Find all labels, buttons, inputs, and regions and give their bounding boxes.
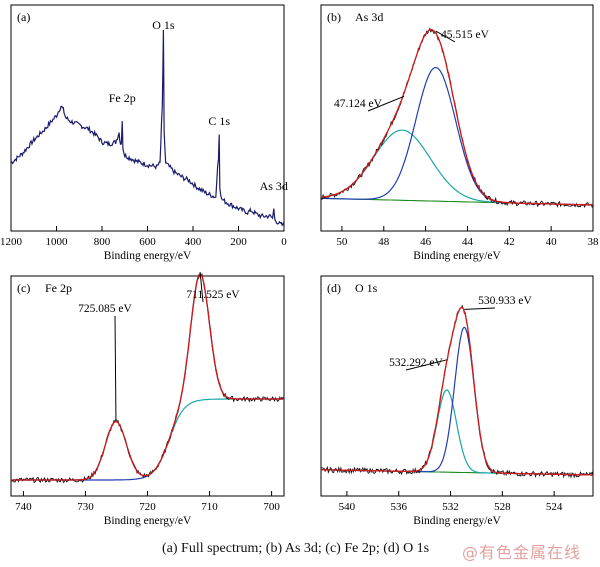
x-tick-label: 40 (546, 236, 558, 248)
x-tick-label: 200 (230, 236, 247, 248)
fitted-envelope-line (320, 29, 593, 206)
peak-1-component-line (321, 67, 593, 206)
peak-1-component-line (321, 326, 593, 476)
x-tick-label: 800 (94, 236, 111, 248)
peak-label-arrow (464, 307, 496, 310)
x-tick-label: 540 (339, 501, 356, 513)
peak-label: 47.124 eV (334, 98, 383, 110)
panel-label: (d) (327, 281, 341, 295)
peak-annotation: C 1s (208, 114, 230, 128)
peak-label-arrow (367, 95, 405, 112)
peak-label: 530.933 eV (478, 295, 532, 307)
x-tick-label: 400 (185, 236, 202, 248)
x-axis-label: Binding energy/eV (104, 515, 192, 527)
peak-label-arrow (405, 359, 447, 371)
x-tick-label: 1000 (46, 236, 69, 248)
x-tick-label: 700 (263, 501, 280, 513)
measured-spectrum-line (10, 273, 285, 484)
panel-title: As 3d (355, 10, 383, 24)
panel-b: (b) As 3d 50 48 46 44 42 40 38 Binding energy/eV 4… (320, 4, 600, 262)
figure-caption: (a) Full spectrum; (b) As 3d; (c) Fe 2p;… (162, 541, 430, 556)
watermark-text: @有色金属在线 (462, 543, 582, 562)
fitted-envelope-line (11, 273, 284, 481)
peak-1-component-line (11, 273, 284, 481)
x-tick-label: 46 (420, 236, 432, 248)
x-tick-label: 1200 (0, 236, 23, 248)
x-tick-label: 0 (281, 236, 287, 248)
peak-2-component-line (11, 398, 284, 481)
x-axis-label: Binding energy/eV (413, 250, 501, 262)
x-tick-label: 740 (15, 501, 32, 513)
panel-label: (a) (17, 10, 30, 24)
panel-a-frame (10, 4, 285, 232)
x-tick-label: 48 (378, 236, 390, 248)
x-tick-label: 730 (77, 501, 94, 513)
peak-label: 45.515 eV (441, 29, 490, 41)
x-axis-label: Binding energy/eV (104, 250, 192, 262)
panel-a: (a) 1200 1000 800 600 400 200 0 Binding energy/e… (0, 4, 288, 262)
peak-annotation: As 3d (260, 179, 288, 193)
x-tick-label: 532 (442, 501, 459, 513)
panel-d: (d) O 1s 540 536 532 528 524 Binding energy/eV 5… (320, 275, 594, 527)
peak-2-component-line (321, 389, 593, 476)
x-tick-label: 600 (139, 236, 156, 248)
peak-label-arrow (435, 30, 456, 43)
panel-d-frame (320, 275, 594, 497)
x-tick-label: 524 (546, 501, 563, 513)
x-axis-label: Binding energy/eV (413, 515, 501, 527)
panel-title: O 1s (355, 281, 378, 295)
panel-c: (c) Fe 2p 740 730 720 710 700 Binding energy/eV… (10, 271, 285, 527)
panel-c-frame (10, 275, 285, 497)
peak-label-arrow (114, 315, 117, 420)
x-tick-label: 44 (462, 236, 474, 248)
survey-spectrum-line (10, 29, 285, 227)
peak-label: 725.085 eV (78, 303, 132, 315)
panel-b-frame (320, 4, 594, 232)
panel-title: Fe 2p (45, 281, 72, 295)
peak-label: 711.525 eV (186, 289, 240, 301)
measured-spectrum-line (320, 304, 594, 479)
x-tick-label: 50 (336, 236, 348, 248)
panel-label: (b) (327, 10, 341, 24)
x-tick-label: 536 (390, 501, 407, 513)
peak-annotation: Fe 2p (109, 91, 136, 105)
peak-annotation: O 1s (152, 18, 175, 32)
fitted-envelope-line (321, 306, 593, 476)
peak-2-component-line (320, 129, 593, 206)
x-tick-label: 38 (588, 236, 600, 248)
x-tick-label: 528 (494, 501, 511, 513)
peak-label-arrow (199, 271, 204, 303)
panel-label: (c) (17, 281, 30, 295)
x-tick-label: 710 (201, 501, 218, 513)
x-tick-label: 42 (504, 236, 515, 248)
peak-label: 532.292 eV (389, 357, 443, 369)
x-tick-label: 720 (139, 501, 156, 513)
